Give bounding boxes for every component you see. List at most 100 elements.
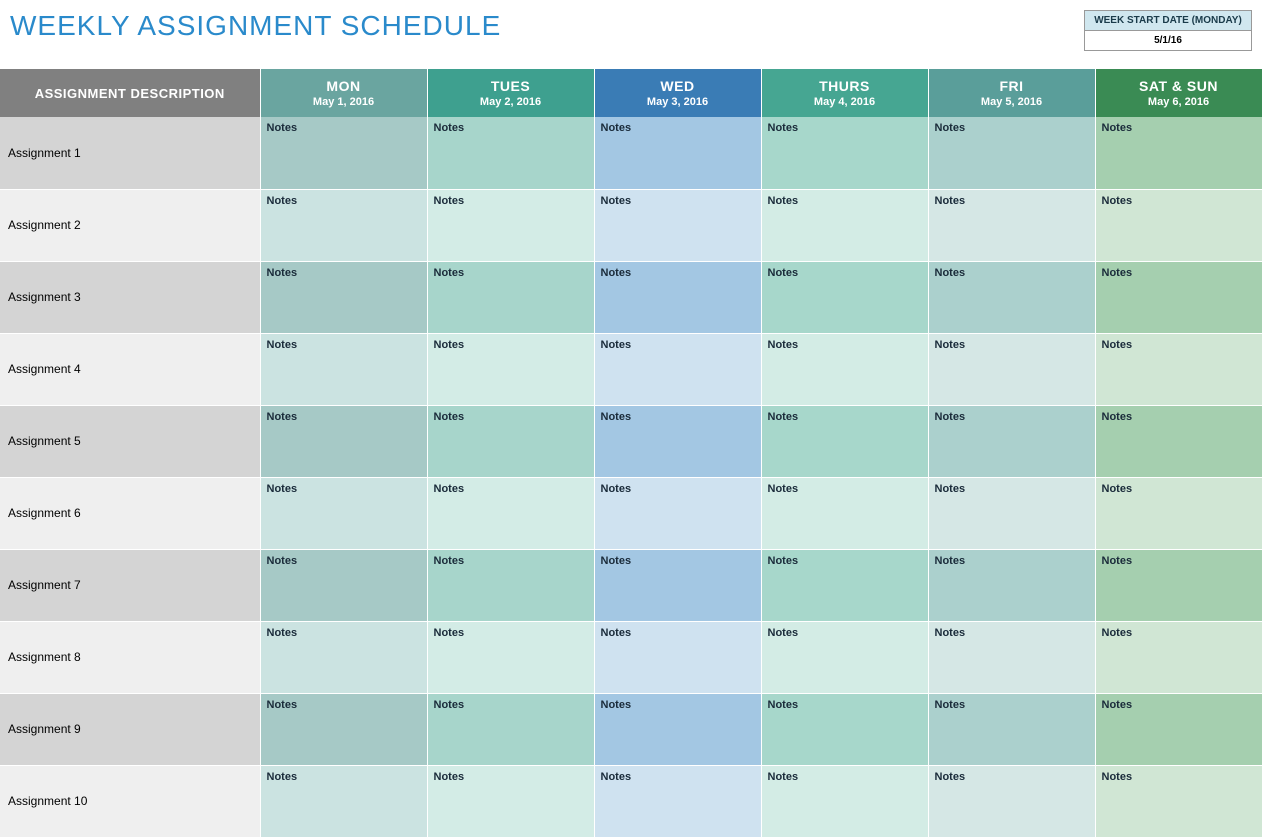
week-start-value[interactable]: 5/1/16 [1085,31,1251,50]
notes-label: Notes [595,406,761,428]
table-row: Assignment 5NotesNotesNotesNotesNotesNot… [0,405,1262,477]
notes-cell[interactable]: Notes [427,117,594,189]
notes-cell[interactable]: Notes [260,549,427,621]
assignment-label-cell[interactable]: Assignment 3 [0,261,260,333]
notes-label: Notes [1096,694,1262,716]
notes-label: Notes [762,550,928,572]
notes-cell[interactable]: Notes [594,189,761,261]
assignment-label-cell[interactable]: Assignment 8 [0,621,260,693]
notes-cell[interactable]: Notes [761,477,928,549]
notes-cell[interactable]: Notes [594,261,761,333]
notes-cell[interactable]: Notes [1095,333,1262,405]
notes-cell[interactable]: Notes [260,261,427,333]
notes-label: Notes [428,622,594,644]
notes-label: Notes [595,190,761,212]
notes-cell[interactable]: Notes [1095,117,1262,189]
day-date: May 3, 2016 [595,96,761,108]
notes-cell[interactable]: Notes [1095,693,1262,765]
notes-cell[interactable]: Notes [928,621,1095,693]
notes-cell[interactable]: Notes [1095,405,1262,477]
notes-label: Notes [428,334,594,356]
notes-cell[interactable]: Notes [928,189,1095,261]
assignment-label-cell[interactable]: Assignment 6 [0,477,260,549]
notes-cell[interactable]: Notes [1095,549,1262,621]
notes-cell[interactable]: Notes [761,765,928,837]
notes-cell[interactable]: Notes [260,405,427,477]
notes-cell[interactable]: Notes [427,477,594,549]
day-header: MONMay 1, 2016 [260,69,427,117]
notes-cell[interactable]: Notes [427,621,594,693]
notes-label: Notes [929,550,1095,572]
notes-label: Notes [595,117,761,139]
notes-cell[interactable]: Notes [928,117,1095,189]
notes-cell[interactable]: Notes [260,189,427,261]
notes-cell[interactable]: Notes [260,621,427,693]
notes-cell[interactable]: Notes [260,333,427,405]
notes-cell[interactable]: Notes [427,549,594,621]
assignment-label-cell[interactable]: Assignment 10 [0,765,260,837]
notes-cell[interactable]: Notes [260,693,427,765]
day-date: May 4, 2016 [762,96,928,108]
notes-cell[interactable]: Notes [427,693,594,765]
notes-label: Notes [762,406,928,428]
page-title: WEEKLY ASSIGNMENT SCHEDULE [10,10,501,42]
notes-cell[interactable]: Notes [761,333,928,405]
notes-cell[interactable]: Notes [928,765,1095,837]
notes-cell[interactable]: Notes [928,405,1095,477]
assignment-label-cell[interactable]: Assignment 9 [0,693,260,765]
notes-cell[interactable]: Notes [594,549,761,621]
notes-cell[interactable]: Notes [761,261,928,333]
notes-label: Notes [428,190,594,212]
notes-cell[interactable]: Notes [427,261,594,333]
assignment-label-cell[interactable]: Assignment 1 [0,117,260,189]
notes-cell[interactable]: Notes [260,765,427,837]
notes-cell[interactable]: Notes [761,117,928,189]
notes-label: Notes [261,766,427,788]
notes-label: Notes [428,406,594,428]
notes-cell[interactable]: Notes [260,117,427,189]
notes-cell[interactable]: Notes [427,765,594,837]
notes-cell[interactable]: Notes [1095,765,1262,837]
notes-cell[interactable]: Notes [928,333,1095,405]
notes-cell[interactable]: Notes [1095,477,1262,549]
notes-cell[interactable]: Notes [260,477,427,549]
notes-cell[interactable]: Notes [594,333,761,405]
notes-cell[interactable]: Notes [761,405,928,477]
notes-cell[interactable]: Notes [427,333,594,405]
notes-cell[interactable]: Notes [594,405,761,477]
notes-cell[interactable]: Notes [761,549,928,621]
notes-cell[interactable]: Notes [928,693,1095,765]
table-row: Assignment 1NotesNotesNotesNotesNotesNot… [0,117,1262,189]
notes-cell[interactable]: Notes [427,405,594,477]
day-header: TUESMay 2, 2016 [427,69,594,117]
notes-cell[interactable]: Notes [1095,189,1262,261]
notes-label: Notes [428,117,594,139]
assignment-label-cell[interactable]: Assignment 4 [0,333,260,405]
notes-cell[interactable]: Notes [594,117,761,189]
notes-cell[interactable]: Notes [928,261,1095,333]
notes-cell[interactable]: Notes [594,477,761,549]
assignment-label-cell[interactable]: Assignment 5 [0,405,260,477]
notes-cell[interactable]: Notes [761,189,928,261]
assignment-label-cell[interactable]: Assignment 7 [0,549,260,621]
notes-label: Notes [929,478,1095,500]
notes-cell[interactable]: Notes [427,189,594,261]
notes-cell[interactable]: Notes [928,477,1095,549]
notes-label: Notes [929,694,1095,716]
notes-label: Notes [929,262,1095,284]
notes-cell[interactable]: Notes [594,621,761,693]
day-date: May 5, 2016 [929,96,1095,108]
day-date: May 6, 2016 [1096,96,1262,108]
notes-cell[interactable]: Notes [1095,621,1262,693]
day-name: THURS [762,78,928,94]
notes-cell[interactable]: Notes [594,765,761,837]
day-header: WEDMay 3, 2016 [594,69,761,117]
assignment-label-cell[interactable]: Assignment 2 [0,189,260,261]
notes-cell[interactable]: Notes [761,621,928,693]
day-name: SAT & SUN [1096,78,1262,94]
notes-cell[interactable]: Notes [594,693,761,765]
notes-label: Notes [762,694,928,716]
notes-cell[interactable]: Notes [928,549,1095,621]
notes-cell[interactable]: Notes [761,693,928,765]
notes-cell[interactable]: Notes [1095,261,1262,333]
